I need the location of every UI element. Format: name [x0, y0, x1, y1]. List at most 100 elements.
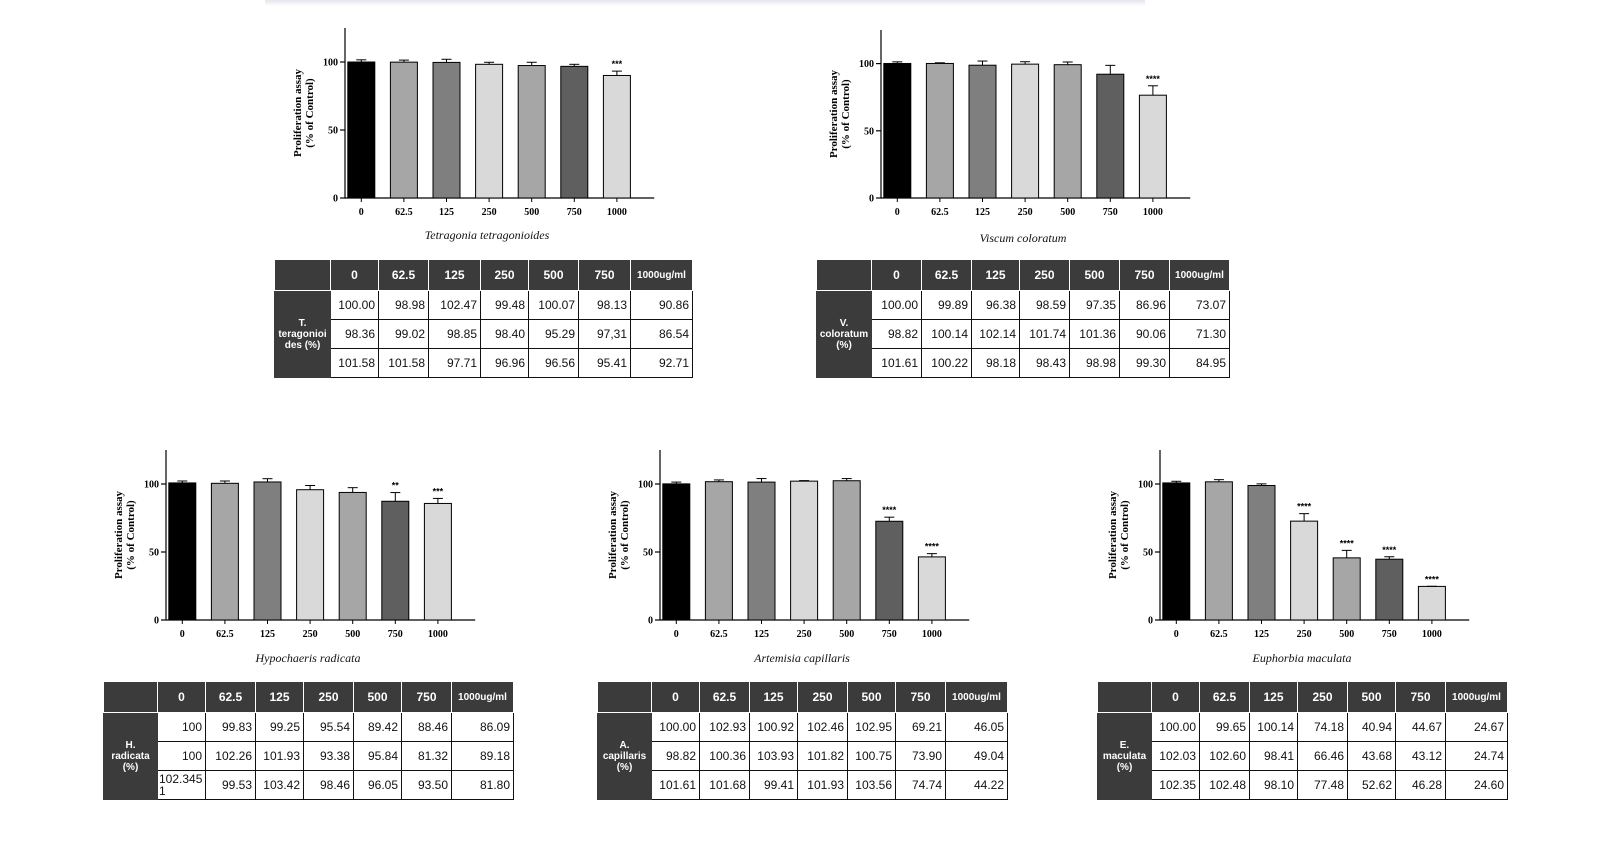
bar-500	[1332, 557, 1361, 621]
table-header-cell: 0	[330, 259, 379, 291]
table-cell: 100.00	[871, 290, 922, 320]
bar-500	[338, 491, 367, 621]
table-cell: 98.82	[651, 741, 700, 771]
table-cell: 52.62	[1347, 770, 1396, 800]
table-cell: 95.41	[578, 348, 631, 378]
bar-500	[832, 480, 861, 621]
bar-750	[381, 500, 410, 621]
table-cell: 100.14	[1249, 712, 1298, 742]
y-tick-label: 0	[1148, 616, 1153, 627]
x-tick-label: 500	[1339, 629, 1354, 640]
bar-125	[968, 64, 997, 199]
table-cell: 24.74	[1445, 741, 1508, 771]
bar-62.5	[389, 61, 418, 199]
bar-chart-3: 0 50 100 Proliferation assay(% of Control) 0…	[113, 450, 476, 640]
table-cell: 100.75	[847, 741, 896, 771]
table-cell: 93.38	[303, 741, 354, 771]
bar-250	[475, 63, 504, 199]
table-cell: 86.96	[1119, 290, 1170, 320]
table-header-cell: 750	[895, 681, 946, 713]
bar-chart-5: 0 50 100 Proliferation assay(% of Control) 0…	[1107, 450, 1470, 640]
table-header-cell: 500	[847, 681, 896, 713]
table-cell: 100.36	[699, 741, 750, 771]
x-tick-label: 62.5	[931, 207, 949, 218]
significance-marker: ****	[1146, 74, 1161, 84]
data-table-4: 0 62.5 125 250 500 750 1000ug/ml A. capillaris …	[597, 681, 1008, 800]
table-cell: 100.14	[921, 319, 972, 349]
table-cell: 99.89	[921, 290, 972, 320]
y-axis-label-line-1: Proliferation assay	[1107, 490, 1119, 579]
bar-1000	[602, 74, 631, 199]
bar-0	[168, 482, 197, 621]
x-tick-label: 62.5	[395, 207, 413, 218]
table-cell: 24.60	[1445, 770, 1508, 800]
y-tick-label: 50	[864, 126, 874, 137]
y-axis-label-line-2: (% of Control)	[125, 500, 137, 570]
table-header-cell: 0	[871, 259, 922, 291]
table-cell: 97,31	[578, 319, 631, 349]
table-cell: 100.07	[528, 290, 579, 320]
y-axis-label-line-1: Proliferation assay	[113, 490, 125, 579]
table-row: V. coloratum (%) 100.00 99.89 96.38 98.59 97.…	[816, 290, 1230, 378]
table-cell: 24.67	[1445, 712, 1508, 742]
table-header-cell: 1000ug/ml	[1445, 681, 1508, 713]
y-axis-label-line-1: Proliferation assay	[607, 490, 619, 579]
x-tick-label: 125	[260, 629, 275, 640]
data-table-5: 0 62.5 125 250 500 750 1000ug/ml E. maculata (%…	[1097, 681, 1508, 800]
table-header-cell: 62.5	[378, 259, 429, 291]
table-cell: 96.56	[528, 348, 579, 378]
table-cell: 101.58	[378, 348, 429, 378]
x-tick-label: 750	[1382, 629, 1397, 640]
table-cell: 99.48	[480, 290, 529, 320]
table-cell: 102.03	[1151, 741, 1200, 771]
table-cell: 100.00	[651, 712, 700, 742]
table-cell: 101.61	[871, 348, 922, 378]
chart-caption: Artemisia capillaris	[754, 651, 850, 665]
bar-1000	[423, 502, 452, 621]
x-tick-label: 250	[482, 207, 497, 218]
y-tick-label: 0	[154, 616, 159, 627]
y-axis-label-line-1: Proliferation assay	[828, 69, 840, 158]
table-cell: 100.92	[749, 712, 798, 742]
x-tick-label: 750	[882, 629, 897, 640]
table-cell: 100.00	[330, 290, 379, 320]
data-table-3: 0 62.5 125 250 500 750 1000ug/ml H. radicata (%…	[103, 681, 514, 800]
y-axis-label: Proliferation assay(% of Control)	[292, 68, 316, 157]
y-tick-label: 50	[328, 126, 338, 137]
table-cell: 43.12	[1395, 741, 1446, 771]
bar-750	[1375, 558, 1404, 621]
table-header-cell: 1000ug/ml	[1169, 259, 1230, 291]
x-tick-label: 250	[1297, 629, 1312, 640]
table-cell: 66.46	[1297, 741, 1348, 771]
data-table-2: 0 62.5 125 250 500 750 1000ug/ml V. coloratum (…	[816, 259, 1230, 378]
bar-62.5	[704, 481, 733, 621]
table-row-label: H. radicata (%)	[103, 712, 158, 800]
table-row: 98.82 100.36 103.93 101.82 100.75 73.90 49.04	[598, 741, 1008, 771]
x-tick-label: 1000	[607, 207, 627, 218]
bar-500	[517, 65, 546, 199]
table-header-cell: 0	[157, 681, 206, 713]
table-cell: 98.18	[971, 348, 1020, 378]
y-axis-label-line-2: (% of Control)	[619, 500, 631, 570]
table-cell: 100	[157, 712, 206, 742]
table-header-cell: 125	[749, 681, 798, 713]
table-cell: 98.13	[578, 290, 631, 320]
table-cell: 101.93	[255, 741, 304, 771]
table-cell: 101.82	[797, 741, 848, 771]
y-tick-label: 50	[1143, 548, 1153, 559]
table-header-cell: 500	[528, 259, 579, 291]
x-tick-label: 0	[180, 629, 185, 640]
x-tick-label: 1000	[922, 629, 942, 640]
y-axis-label: Proliferation assay(% of Control)	[607, 490, 631, 579]
y-axis-label-line-2: (% of Control)	[840, 79, 852, 149]
table-cell: 102.60	[1199, 741, 1250, 771]
table-cell: 81.80	[451, 770, 514, 800]
bar-1000	[1417, 585, 1446, 621]
table-cell: 98.41	[1249, 741, 1298, 771]
table-cell: 100.22	[921, 348, 972, 378]
table-row-label: V. coloratum (%)	[816, 290, 872, 378]
table-cell: 86.54	[630, 319, 693, 349]
table-corner	[274, 259, 331, 291]
table-cell: 100.00	[1151, 712, 1200, 742]
x-tick-label: 500	[524, 207, 539, 218]
